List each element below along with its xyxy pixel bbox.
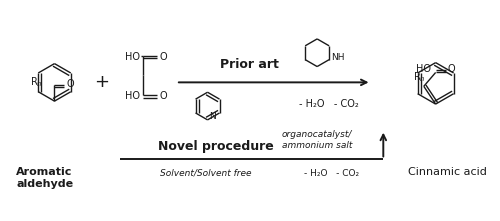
Text: Cinnamic acid: Cinnamic acid — [408, 167, 487, 177]
Text: aldehyde: aldehyde — [16, 179, 73, 189]
Text: HO: HO — [126, 52, 140, 62]
Text: Novel procedure: Novel procedure — [158, 140, 274, 153]
Text: O: O — [159, 52, 167, 62]
Text: Solvent/Solvent free: Solvent/Solvent free — [160, 169, 252, 178]
Text: Prior art: Prior art — [220, 58, 280, 71]
Text: organocatalyst/
ammonium salt: organocatalyst/ ammonium salt — [282, 130, 352, 150]
Text: - H₂O   - CO₂: - H₂O - CO₂ — [304, 169, 360, 178]
Text: O: O — [66, 79, 74, 89]
Text: NH: NH — [331, 53, 344, 62]
Text: R$_n$: R$_n$ — [30, 75, 42, 89]
Text: O: O — [159, 91, 167, 101]
Text: O: O — [448, 63, 455, 74]
Text: - H₂O   - CO₂: - H₂O - CO₂ — [300, 99, 359, 109]
Text: +: + — [94, 73, 110, 91]
Text: HO: HO — [416, 63, 430, 74]
Text: R$_n$: R$_n$ — [413, 70, 426, 84]
Text: HO: HO — [126, 91, 140, 101]
Text: N: N — [210, 112, 216, 121]
Text: Aromatic: Aromatic — [16, 167, 73, 177]
